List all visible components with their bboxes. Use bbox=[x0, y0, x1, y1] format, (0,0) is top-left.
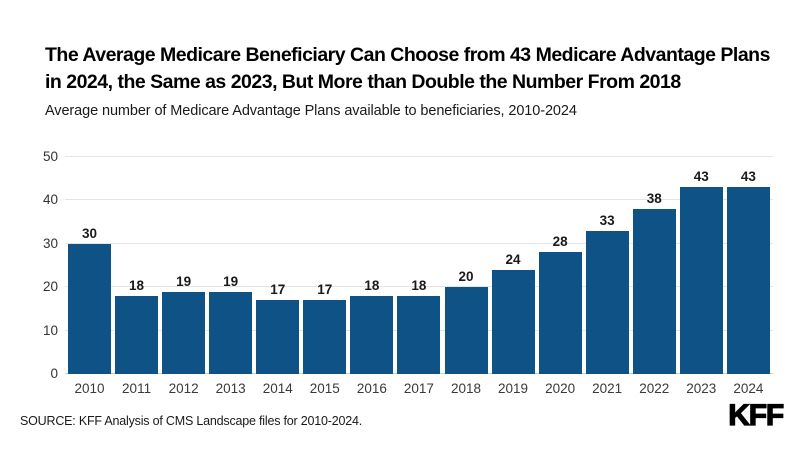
y-axis-label: 30 bbox=[42, 235, 58, 251]
bar bbox=[444, 287, 488, 374]
bar bbox=[162, 291, 206, 374]
bar-cell: 30 2010 bbox=[68, 225, 111, 396]
page-title-line2: in 2024, the Same as 2023, But More than… bbox=[45, 71, 681, 93]
gridline bbox=[65, 242, 773, 244]
x-axis-label: 2018 bbox=[450, 381, 482, 396]
bar bbox=[115, 295, 159, 374]
x-axis-label: 2011 bbox=[122, 381, 152, 396]
bar bbox=[538, 252, 582, 374]
bar-cell: 19 2012 bbox=[162, 273, 206, 396]
bar-cell: 43 2023 bbox=[679, 169, 723, 396]
x-axis-label: 2024 bbox=[733, 381, 764, 396]
gridline bbox=[65, 286, 773, 288]
chart-subtitle: Average number of Medicare Advantage Pla… bbox=[45, 103, 577, 119]
x-axis-label: 2015 bbox=[309, 381, 340, 396]
bar-value-label: 38 bbox=[646, 191, 662, 207]
bar-value-label: 19 bbox=[223, 273, 239, 289]
bar-cell: 43 2024 bbox=[726, 169, 770, 396]
x-axis-label: 2012 bbox=[168, 381, 199, 396]
bar-value-label: 43 bbox=[693, 169, 709, 185]
bar-value-label: 33 bbox=[599, 212, 615, 228]
bar-cell: 24 2019 bbox=[491, 251, 535, 396]
plot-area: 30 2010 18 2011 19 2012 19 2013 17 2014 17 2015 18 20… bbox=[65, 156, 773, 396]
bar-cell: 38 2022 bbox=[632, 191, 676, 396]
y-axis: 0 10 20 30 40 50 bbox=[0, 149, 58, 381]
bar bbox=[632, 209, 676, 374]
y-axis-label: 50 bbox=[42, 149, 58, 164]
source-note: SOURCE: KFF Analysis of CMS Landscape fi… bbox=[20, 414, 363, 428]
bar bbox=[679, 187, 723, 374]
gridline bbox=[65, 156, 773, 157]
bar-cell: 33 2021 bbox=[585, 212, 629, 396]
bar-value-label: 18 bbox=[411, 277, 427, 293]
y-axis-label: 10 bbox=[42, 322, 58, 338]
bar-value-label: 43 bbox=[740, 169, 756, 185]
x-axis-label: 2019 bbox=[498, 381, 529, 396]
bar-cell: 28 2020 bbox=[538, 234, 582, 396]
bar-cell: 18 2016 bbox=[350, 277, 394, 396]
x-axis-label: 2014 bbox=[262, 381, 293, 396]
page-title: The Average Medicare Beneficiary Can Cho… bbox=[45, 42, 770, 96]
x-axis-label: 2017 bbox=[403, 381, 434, 396]
bar-cell: 18 2011 bbox=[115, 277, 159, 396]
x-axis-label: 2013 bbox=[215, 381, 246, 396]
x-axis-label: 2020 bbox=[545, 381, 576, 396]
y-axis-label: 20 bbox=[42, 279, 58, 295]
y-axis-label: 0 bbox=[50, 366, 58, 381]
bar-value-label: 17 bbox=[270, 282, 286, 298]
bar bbox=[726, 187, 770, 374]
bar bbox=[209, 291, 253, 374]
bars-row: 30 2010 18 2011 19 2012 19 2013 17 2014 17 2015 18 20… bbox=[65, 157, 773, 396]
bar-cell: 17 2014 bbox=[256, 282, 300, 396]
bar bbox=[303, 300, 347, 374]
bar-value-label: 24 bbox=[505, 251, 521, 267]
bar bbox=[68, 243, 111, 374]
y-axis-label: 40 bbox=[42, 192, 58, 208]
bar bbox=[397, 295, 441, 374]
bar bbox=[256, 300, 300, 374]
kff-logo: KFF bbox=[728, 398, 785, 432]
page-title-line1: The Average Medicare Beneficiary Can Cho… bbox=[45, 44, 770, 66]
bar-value-label: 17 bbox=[317, 282, 333, 298]
gridline bbox=[65, 199, 773, 201]
bar-value-label: 20 bbox=[458, 269, 474, 285]
bar-value-label: 30 bbox=[81, 225, 98, 241]
x-axis-label: 2022 bbox=[639, 381, 670, 396]
bar-cell: 19 2013 bbox=[209, 273, 253, 396]
bar-value-label: 18 bbox=[129, 277, 145, 293]
bar bbox=[350, 295, 394, 374]
bar bbox=[585, 230, 629, 374]
x-axis-label: 2010 bbox=[74, 381, 105, 396]
bar-cell: 18 2017 bbox=[397, 277, 441, 396]
x-axis-label: 2016 bbox=[356, 381, 387, 396]
bar-value-label: 18 bbox=[364, 277, 380, 293]
bar-value-label: 28 bbox=[552, 234, 568, 250]
x-axis-label: 2021 bbox=[592, 381, 623, 396]
bar-value-label: 19 bbox=[176, 273, 192, 289]
x-axis-label: 2023 bbox=[686, 381, 717, 396]
bar bbox=[491, 269, 535, 374]
bar-cell: 20 2018 bbox=[444, 269, 488, 396]
bar-cell: 17 2015 bbox=[303, 282, 347, 396]
